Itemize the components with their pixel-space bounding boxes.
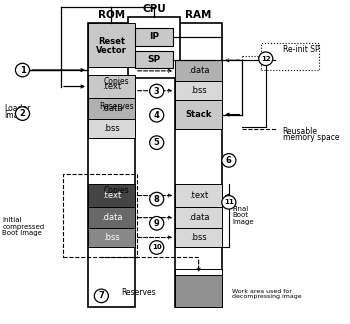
Text: Reserves: Reserves bbox=[99, 102, 134, 111]
Bar bbox=[88, 75, 135, 98]
Text: Copies: Copies bbox=[104, 186, 129, 195]
Text: 10: 10 bbox=[152, 245, 162, 250]
Text: Loader: Loader bbox=[4, 104, 30, 113]
Bar bbox=[175, 228, 222, 247]
Bar bbox=[88, 98, 135, 119]
Circle shape bbox=[15, 107, 29, 121]
Bar bbox=[175, 100, 222, 129]
Text: Reset: Reset bbox=[98, 37, 125, 46]
Bar bbox=[88, 23, 135, 307]
Text: 3: 3 bbox=[154, 87, 160, 96]
Text: decompressing image: decompressing image bbox=[232, 294, 302, 299]
Text: .bss: .bss bbox=[103, 124, 120, 133]
Bar bbox=[135, 28, 174, 46]
Bar bbox=[175, 184, 222, 207]
Text: Boot Image: Boot Image bbox=[2, 230, 42, 236]
Text: .data: .data bbox=[188, 213, 209, 222]
Text: 4: 4 bbox=[154, 111, 160, 120]
Bar bbox=[175, 23, 222, 307]
Bar bbox=[261, 43, 320, 70]
Text: .data: .data bbox=[188, 66, 209, 75]
Text: .text: .text bbox=[189, 191, 208, 200]
Text: 11: 11 bbox=[224, 199, 234, 205]
Text: compressed: compressed bbox=[2, 224, 44, 229]
Bar bbox=[135, 51, 174, 68]
Bar bbox=[175, 60, 222, 81]
Text: Reserves: Reserves bbox=[121, 288, 155, 297]
Bar bbox=[63, 174, 136, 257]
Text: 12: 12 bbox=[261, 56, 271, 62]
Circle shape bbox=[150, 192, 164, 206]
Bar bbox=[88, 23, 135, 67]
Text: 2: 2 bbox=[20, 109, 26, 118]
Circle shape bbox=[150, 241, 164, 254]
Text: .data: .data bbox=[101, 104, 122, 113]
Bar bbox=[128, 17, 180, 78]
Text: Vector: Vector bbox=[96, 46, 127, 55]
Text: Copies: Copies bbox=[104, 77, 129, 86]
Circle shape bbox=[94, 289, 108, 303]
Text: Re-init SP: Re-init SP bbox=[282, 45, 319, 53]
Bar bbox=[88, 228, 135, 248]
Text: 7: 7 bbox=[98, 291, 104, 300]
Text: Stack: Stack bbox=[186, 110, 212, 119]
Bar bbox=[175, 275, 222, 307]
Circle shape bbox=[15, 63, 29, 77]
Bar bbox=[88, 207, 135, 228]
Text: 9: 9 bbox=[154, 219, 160, 228]
Bar bbox=[175, 269, 222, 275]
Text: .text: .text bbox=[102, 191, 121, 200]
Text: Work area used for: Work area used for bbox=[232, 289, 292, 294]
Text: Final: Final bbox=[232, 206, 248, 212]
Circle shape bbox=[150, 216, 164, 230]
Text: Reusable: Reusable bbox=[282, 127, 317, 136]
Circle shape bbox=[150, 84, 164, 98]
Text: .data: .data bbox=[101, 213, 122, 222]
Text: IP: IP bbox=[149, 32, 159, 41]
Text: 5: 5 bbox=[154, 138, 160, 147]
Circle shape bbox=[150, 109, 164, 122]
Circle shape bbox=[222, 154, 236, 167]
Text: memory space: memory space bbox=[282, 133, 339, 142]
Text: .bss: .bss bbox=[190, 233, 207, 242]
Text: .text: .text bbox=[102, 82, 121, 91]
Text: 6: 6 bbox=[226, 156, 232, 165]
Text: 1: 1 bbox=[20, 65, 26, 75]
Text: Boot: Boot bbox=[232, 212, 248, 218]
Text: SP: SP bbox=[148, 55, 161, 64]
Text: CPU: CPU bbox=[142, 4, 166, 14]
Bar bbox=[175, 207, 222, 228]
Circle shape bbox=[150, 136, 164, 149]
Text: .bss: .bss bbox=[190, 86, 207, 95]
Bar bbox=[175, 81, 222, 100]
Text: .bss: .bss bbox=[103, 233, 120, 242]
Bar bbox=[88, 119, 135, 138]
Text: RAM: RAM bbox=[186, 10, 212, 20]
Text: Image: Image bbox=[4, 111, 28, 120]
Text: Image: Image bbox=[232, 219, 254, 225]
Text: ROM: ROM bbox=[98, 10, 125, 20]
Text: Initial: Initial bbox=[2, 217, 22, 223]
Circle shape bbox=[259, 52, 273, 65]
Circle shape bbox=[222, 196, 236, 209]
Text: 8: 8 bbox=[154, 195, 160, 203]
Bar bbox=[88, 184, 135, 207]
